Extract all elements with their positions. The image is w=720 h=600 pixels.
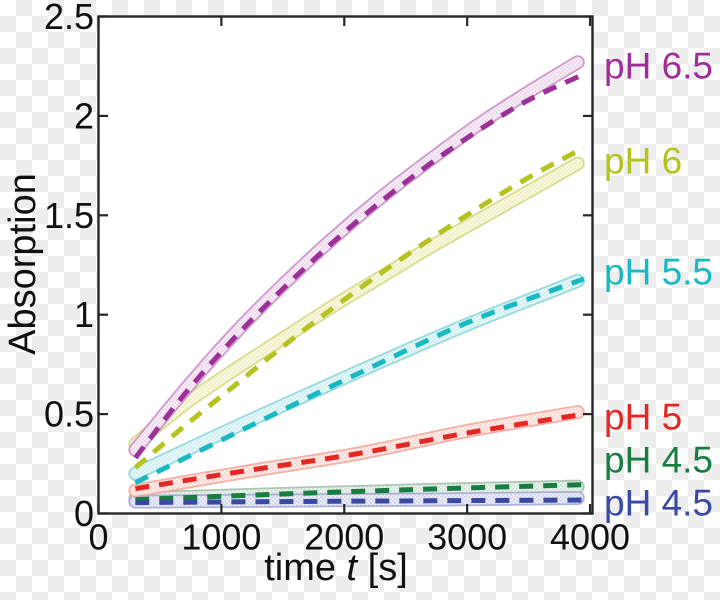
ph-6-5-label: pH 6.5: [604, 45, 714, 87]
x-tick-label-4000: 4000: [550, 517, 630, 558]
ph-4-5-blue-label: pH 4.5: [604, 482, 714, 524]
ph-5-5-label: pH 5.5: [604, 251, 714, 293]
ph-6-label: pH 6: [604, 140, 683, 182]
y-tick-label-2: 2: [74, 95, 94, 136]
y-tick-label-0.5: 0.5: [44, 394, 94, 435]
x-axis-title-unit: [s]: [357, 547, 408, 589]
x-tick-label-3000: 3000: [427, 517, 507, 558]
ph-5-label: pH 5: [604, 396, 683, 438]
x-axis-title-variable: t: [346, 547, 358, 589]
y-tick-label-2.5: 2.5: [44, 0, 94, 37]
y-tick-label-1: 1: [74, 294, 94, 335]
fit-line-5-ph-4-5: [135, 497, 584, 506]
axes-frame: [97, 15, 594, 515]
data-band-1-ph-6: [128, 156, 585, 451]
x-tick-label-0: 0: [88, 517, 108, 558]
x-axis-title: time t [s]: [264, 549, 408, 587]
fit-line-3-ph-5: [134, 411, 585, 492]
fit-line-1-ph-6: [133, 145, 586, 470]
fit-line-4-ph-4-5: [135, 482, 584, 503]
data-band-0-ph-6-5: [128, 55, 585, 457]
ph-4-5-green-label: pH 4.5: [604, 439, 714, 481]
x-tick-label-1000: 1000: [181, 517, 261, 558]
x-axis-title-text: time: [264, 547, 347, 589]
y-tick-label-0: 0: [74, 493, 94, 534]
x-tick-label-2000: 2000: [304, 517, 384, 558]
fit-line-2-ph-5-5: [134, 276, 585, 485]
y-tick-label-1.5: 1.5: [44, 195, 94, 236]
y-axis-title: Absorption: [2, 173, 44, 355]
tick-marks: [97, 15, 593, 515]
